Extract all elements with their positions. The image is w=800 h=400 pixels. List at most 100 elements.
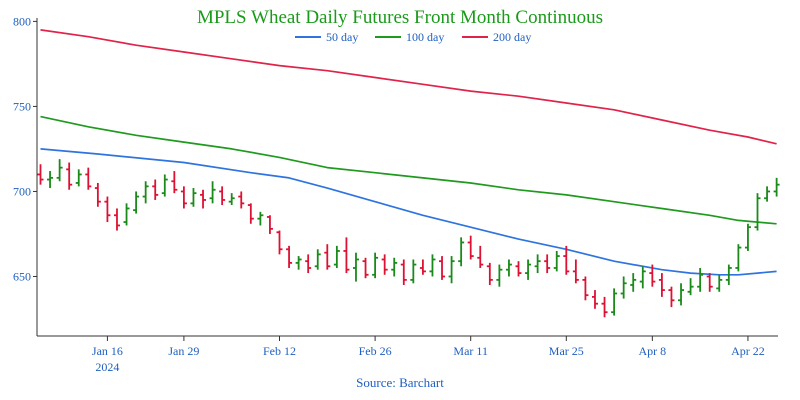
ohlc-bar: [582, 276, 589, 301]
ohlc-bar: [180, 186, 187, 209]
legend-item-ma50: 50 day: [295, 30, 358, 44]
ohlc-bar: [372, 252, 379, 279]
x-tick-label: Feb 26: [359, 344, 392, 358]
ohlc-bar: [601, 296, 608, 318]
ohlc-bar: [706, 273, 713, 292]
ohlc-bar: [333, 245, 340, 268]
ohlc-bar: [286, 245, 293, 268]
ohlc-bar: [572, 259, 579, 284]
x-tick-label: Apr 8: [639, 344, 667, 358]
ohlc-bar: [525, 259, 532, 280]
ohlc-bar: [515, 261, 522, 277]
ohlc-bar: [190, 188, 197, 207]
ohlc-bar: [544, 254, 551, 274]
legend-item-ma200: 200 day: [462, 30, 531, 44]
legend-item-ma100: 100 day: [375, 30, 444, 44]
ohlc-bar: [735, 244, 742, 272]
ohlc-bar: [649, 264, 656, 287]
legend-item-ma200-label: 200 day: [493, 30, 531, 44]
ohlc-bar: [257, 211, 264, 226]
ohlc-bar: [104, 196, 111, 223]
ohlc-bar: [276, 230, 283, 255]
ohlc-bar: [305, 254, 312, 274]
ohlc-bar: [352, 252, 359, 282]
ohlc-bar: [324, 244, 331, 270]
ohlc-bar: [133, 191, 140, 214]
x-axis-ticks: Jan 16 2024 Jan 29 Feb 12 Feb 26 Mar 11 Mar 25…: [92, 336, 765, 374]
ohlc-bar: [591, 290, 598, 309]
ohlc-bar: [37, 164, 44, 185]
ohlc-bar: [266, 215, 273, 234]
x-tick-label: Mar 11: [453, 344, 488, 358]
ohlc-bar: [620, 276, 627, 299]
ohlc-bar: [477, 245, 484, 268]
ohlc-bar: [152, 179, 159, 200]
y-tick-label: 800: [13, 14, 31, 28]
series-line-ma50: [40, 148, 777, 276]
x-tick-label: Apr 22: [731, 344, 765, 358]
ohlc-bar: [429, 254, 436, 277]
x-tick-label: Jan 29: [168, 344, 199, 358]
x-tick-label: Mar 25: [549, 344, 584, 358]
ohlc-bar: [219, 186, 226, 206]
chart-legend: 50 day 100 day 200 day: [295, 30, 531, 44]
x-tick-label: Feb 12: [263, 344, 296, 358]
ohlc-bar: [171, 171, 178, 194]
source-label: Source: Barchart: [356, 375, 444, 390]
ohlc-bar: [228, 193, 235, 206]
price-bars: [37, 159, 780, 318]
ohlc-bar: [381, 254, 388, 275]
ohlc-bar: [419, 259, 426, 275]
ohlc-bar: [238, 191, 245, 209]
ohlc-bar: [439, 256, 446, 280]
ohlc-bar: [630, 273, 637, 292]
y-tick-label: 700: [13, 184, 31, 198]
ohlc-bar: [200, 189, 207, 209]
x-tick-year-label: 2024: [95, 360, 119, 374]
y-tick-label: 750: [13, 99, 31, 113]
ohlc-bar: [247, 203, 254, 224]
ohlc-bar: [295, 256, 302, 270]
ohlc-bar: [744, 223, 751, 251]
y-tick-label: 650: [13, 269, 31, 283]
ohlc-bar: [764, 186, 771, 202]
ohlc-bar: [697, 267, 704, 292]
ohlc-bar: [486, 262, 493, 285]
ohlc-bar: [458, 237, 465, 267]
legend-item-ma100-label: 100 day: [406, 30, 444, 44]
moving-average-lines: [40, 29, 777, 276]
ohlc-bar: [391, 257, 398, 277]
ohlc-bar: [534, 254, 541, 274]
ohlc-bar: [725, 264, 732, 285]
ohlc-bar: [658, 273, 665, 297]
ohlc-bar: [113, 208, 120, 231]
legend-item-ma50-label: 50 day: [326, 30, 358, 44]
ohlc-bar: [94, 182, 101, 207]
ohlc-bar: [56, 159, 63, 182]
ohlc-bar: [678, 283, 685, 306]
ohlc-bar: [75, 169, 82, 187]
ohlc-bar: [553, 250, 560, 272]
ohlc-bar: [400, 259, 407, 285]
ohlc-bar: [668, 286, 675, 308]
ohlc-bar: [687, 278, 694, 296]
ohlc-bar: [754, 193, 761, 231]
ohlc-bar: [343, 237, 350, 274]
series-line-ma200: [40, 29, 777, 145]
ohlc-bar: [448, 256, 455, 284]
series-line-ma100: [40, 115, 777, 225]
ohlc-bar: [467, 235, 474, 260]
chart-title: MPLS Wheat Daily Futures Front Month Con…: [197, 7, 603, 28]
ohlc-bar: [142, 181, 149, 204]
ohlc-bar: [66, 162, 73, 190]
y-axis-ticks: 650 700 750 800: [13, 14, 37, 283]
ohlc-bar: [505, 259, 512, 277]
ohlc-bar: [496, 264, 503, 287]
ohlc-bar: [85, 167, 92, 190]
ohlc-bar: [123, 203, 130, 226]
ohlc-bar: [161, 174, 168, 197]
ohlc-bar: [47, 171, 54, 189]
ohlc-bar: [314, 249, 321, 270]
ohlc-bar: [563, 245, 570, 275]
